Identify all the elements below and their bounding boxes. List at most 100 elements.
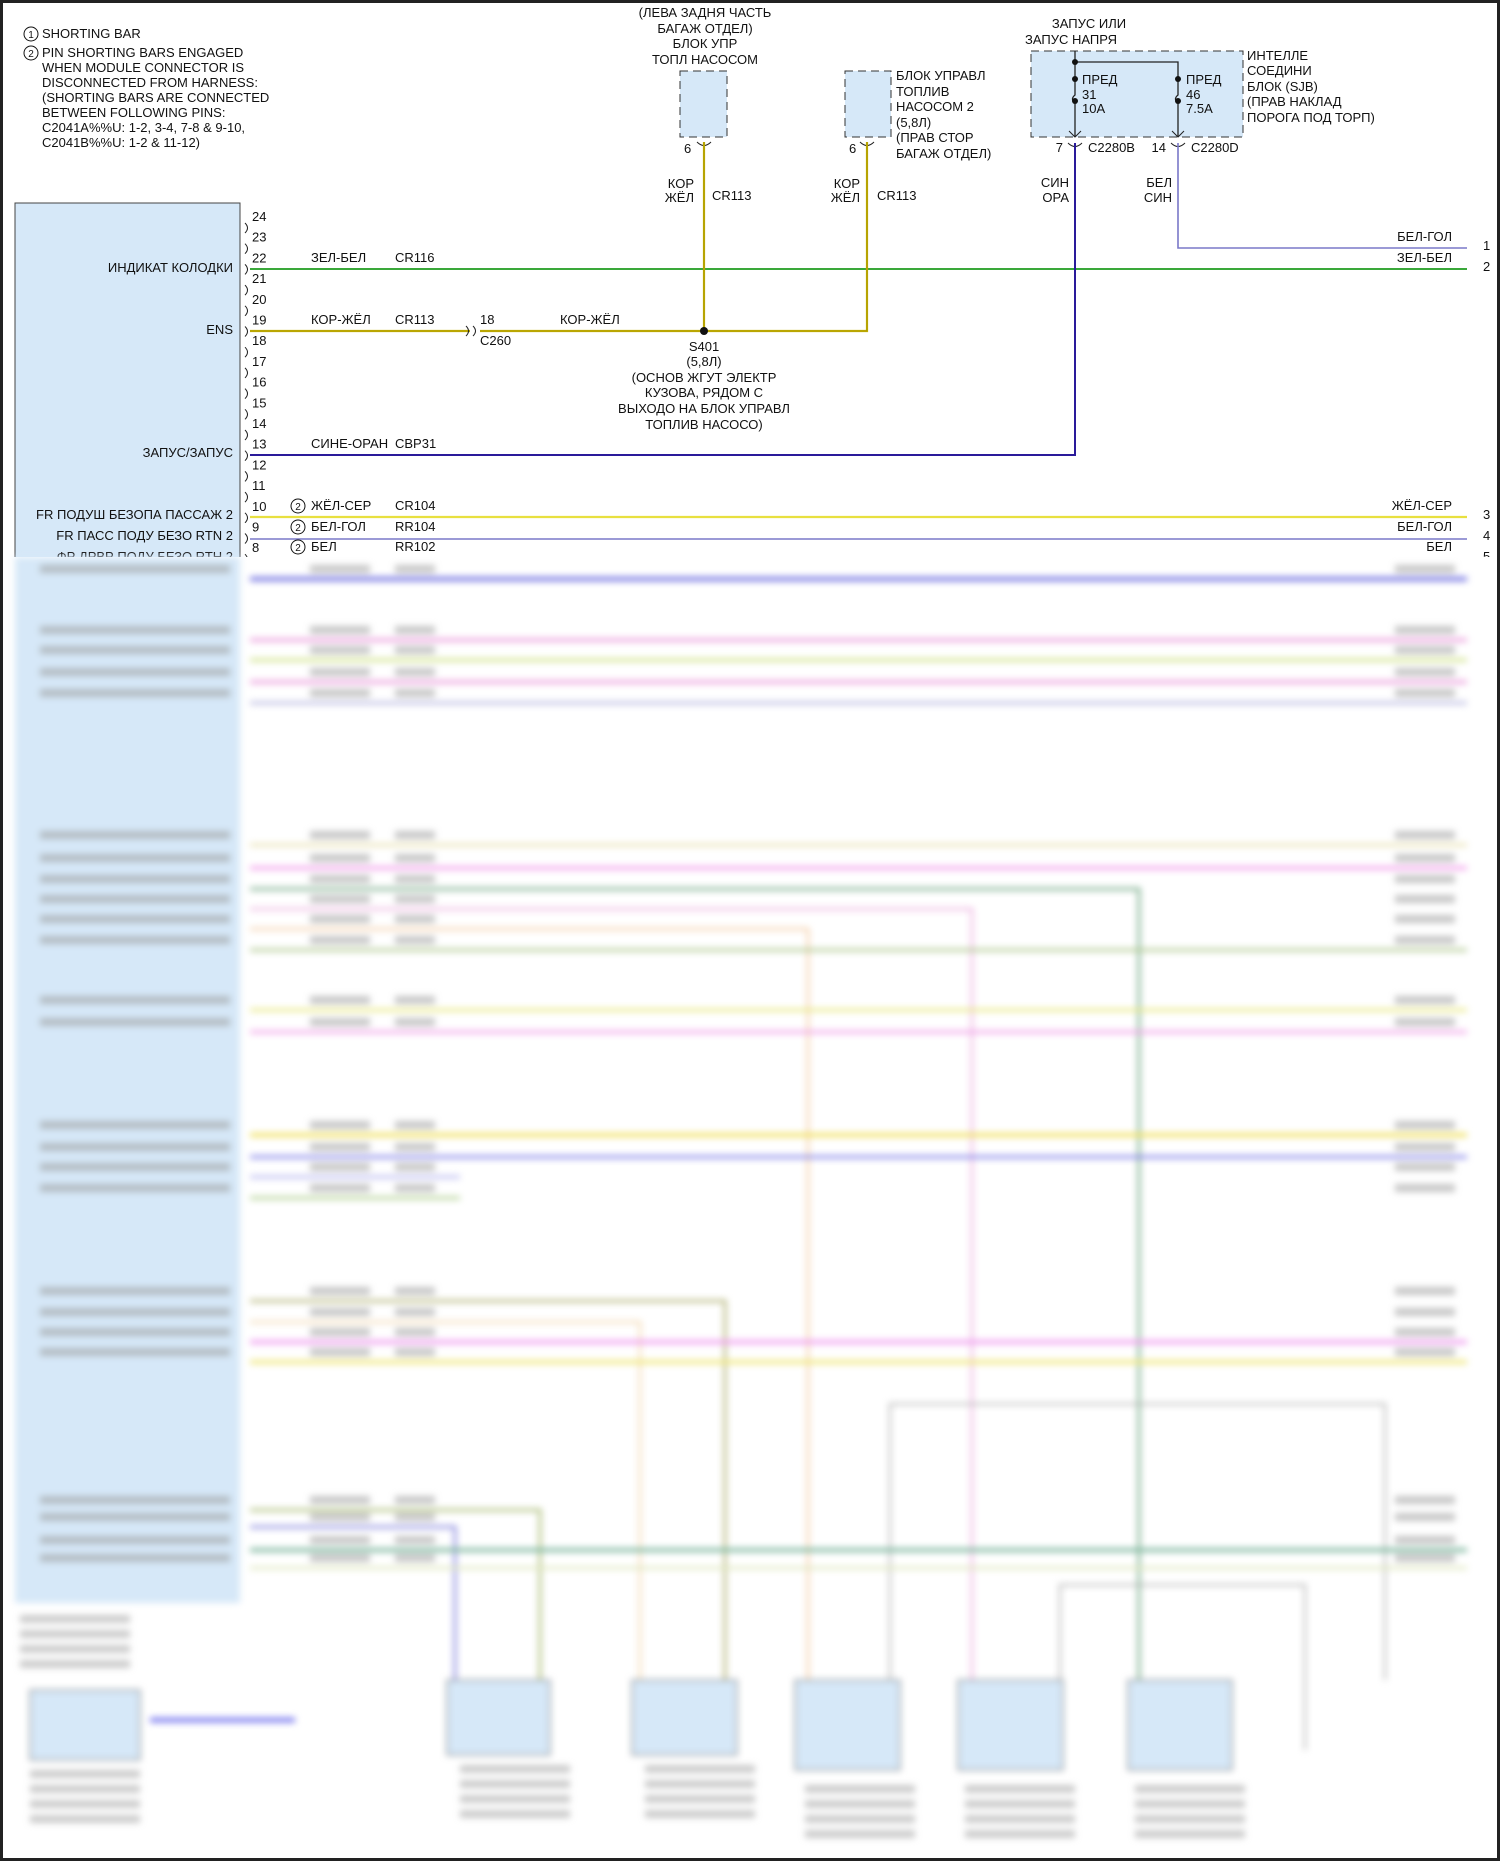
blurred-label [395,831,435,839]
svg-text:ТОПЛИВ НАСОСО): ТОПЛИВ НАСОСО) [645,417,763,432]
pin-connector-icon [244,326,248,337]
svg-text:RR104: RR104 [395,519,435,534]
blurred-label [310,1308,370,1316]
svg-text:ПРЕД: ПРЕД [1186,72,1222,87]
pin-connector-icon [244,471,248,482]
svg-text:ТОПЛИВ: ТОПЛИВ [896,84,949,99]
blurred-label [1395,936,1455,944]
legend-item-1: SHORTING BAR [42,26,141,41]
svg-text:FR ПАСС ПОДУ БЕЗО RTN 2: FR ПАСС ПОДУ БЕЗО RTN 2 [56,528,233,543]
svg-text:CR113: CR113 [712,188,752,203]
blurred-label [1395,646,1455,654]
blurred-label [1395,668,1455,676]
pin-number: 15 [252,395,266,410]
blurred-label [310,668,370,676]
blurred-label [395,668,435,676]
svg-text:КОР-ЖЁЛ: КОР-ЖЁЛ [560,312,620,327]
blurred-label [310,1536,370,1544]
svg-text:(ЛЕВА ЗАДНЯ ЧАСТЬ: (ЛЕВА ЗАДНЯ ЧАСТЬ [639,5,772,20]
legend-item-2-line: WHEN MODULE CONNECTOR IS [42,60,244,75]
legend-item-2-line: PIN SHORTING BARS ENGAGED [42,45,243,60]
legend-item-2-line: (SHORTING BARS ARE CONNECTED [42,90,269,105]
blurred-label [1395,1554,1455,1562]
blurred-label [1395,996,1455,1004]
blurred-label [310,565,370,573]
svg-text:БЕЛ-ГОЛ: БЕЛ-ГОЛ [311,519,366,534]
blurred-label [40,1287,230,1295]
blurred-label [1395,875,1455,883]
blurred-label [395,1348,435,1356]
svg-text:ЖЁЛ-СЕР: ЖЁЛ-СЕР [1392,498,1452,513]
svg-text:1: 1 [28,30,34,41]
blurred-label [460,1780,570,1788]
svg-text:ЖЁЛ: ЖЁЛ [665,190,694,205]
svg-text:18: 18 [480,312,494,327]
pin-number: 12 [252,457,266,472]
smart-junction-box: ЗАПУС ИЛИ ЗАПУС НАПРЯ ИНТЕЛЛЕ СОЕДИНИ БЛ… [1025,16,1375,205]
svg-text:CR116: CR116 [395,250,435,265]
wire-white-blue [1177,143,1467,249]
blurred-label [1135,1830,1245,1838]
blurred-label [310,689,370,697]
pin-connector-icon [244,533,248,544]
blurred-label [1135,1785,1245,1793]
svg-text:7: 7 [1056,140,1063,155]
note-2-marker-icon [23,45,39,61]
wire-labels: ЗЕЛ-БЕЛ CR116 КОР-ЖЁЛ CR113 18 C260 КОР-… [290,229,1490,564]
blurred-label [310,646,370,654]
svg-text:C2280D: C2280D [1191,140,1239,155]
svg-text:ЗАПУС ИЛИ: ЗАПУС ИЛИ [1052,16,1126,31]
blurred-label [310,1018,370,1026]
blurred-label [1395,689,1455,697]
blurred-label [40,689,230,697]
svg-text:3: 3 [1483,507,1490,522]
blurred-label [1395,1348,1455,1356]
blurred-label [40,895,230,903]
blurred-wire [250,887,1141,1690]
blurred-label [965,1785,1075,1793]
svg-text:БЕЛ: БЕЛ [1146,175,1172,190]
svg-text:FR ПОДУШ БЕЗОПА ПАССАЖ 2: FR ПОДУШ БЕЗОПА ПАССАЖ 2 [36,507,233,522]
svg-text:ЗАПУС/ЗАПУС: ЗАПУС/ЗАПУС [143,445,233,460]
svg-text:5: 5 [1483,549,1490,564]
blurred-label [395,1536,435,1544]
svg-text:CBP31: CBP31 [395,436,436,451]
svg-text:ЖЁЛ-СЕР: ЖЁЛ-СЕР [311,498,371,513]
legend-item-2-line: DISCONNECTED FROM HARNESS: [42,75,258,90]
svg-text:КОР: КОР [668,176,694,191]
svg-text:ЗАПУС НАПРЯ: ЗАПУС НАПРЯ [1025,32,1117,47]
blurred-label [1395,1496,1455,1504]
pin-number: 16 [252,375,266,390]
fuel-pump-module-2: БЛОК УПРАВЛ ТОПЛИВ НАСОСОМ 2 (5,8Л) (ПРА… [831,68,992,205]
svg-text:7.5A: 7.5A [1186,101,1213,116]
blurred-label [965,1830,1075,1838]
svg-text:КОР: КОР [834,176,860,191]
svg-text:2: 2 [295,502,301,513]
blurred-label [460,1810,570,1818]
blurred-label [645,1810,755,1818]
blurred-label [40,854,230,862]
blurred-label [310,1287,370,1295]
splice-s401-label: S401 (5,8Л) (ОСНОВ ЖГУТ ЭЛЕКТР КУЗОВА, Р… [618,339,790,432]
pin-number: 9 [252,520,259,535]
blurred-label [20,1615,130,1623]
wire-blue-orange [250,143,1076,456]
blurred-label [395,626,435,634]
blurred-label [40,1184,230,1192]
blurred-label [1395,1328,1455,1336]
blurred-label [395,1287,435,1295]
svg-text:46: 46 [1186,87,1200,102]
blurred-label [1395,626,1455,634]
blurred-label [40,1536,230,1544]
pin-number: 10 [252,499,266,514]
pin-connector-icon [244,367,248,379]
blurred-label [1395,1121,1455,1129]
pin-number: 17 [252,354,266,369]
legend-item-2-line: C2041A%%U: 1-2, 3-4, 7-8 & 9-10, [42,120,245,135]
blurred-label [40,1328,230,1336]
pin-number: 19 [252,313,266,328]
blurred-label [1395,1018,1455,1026]
legend-item-2-line: C2041B%%U: 1-2 & 11-12) [42,135,200,150]
pin-number: 14 [252,416,266,431]
